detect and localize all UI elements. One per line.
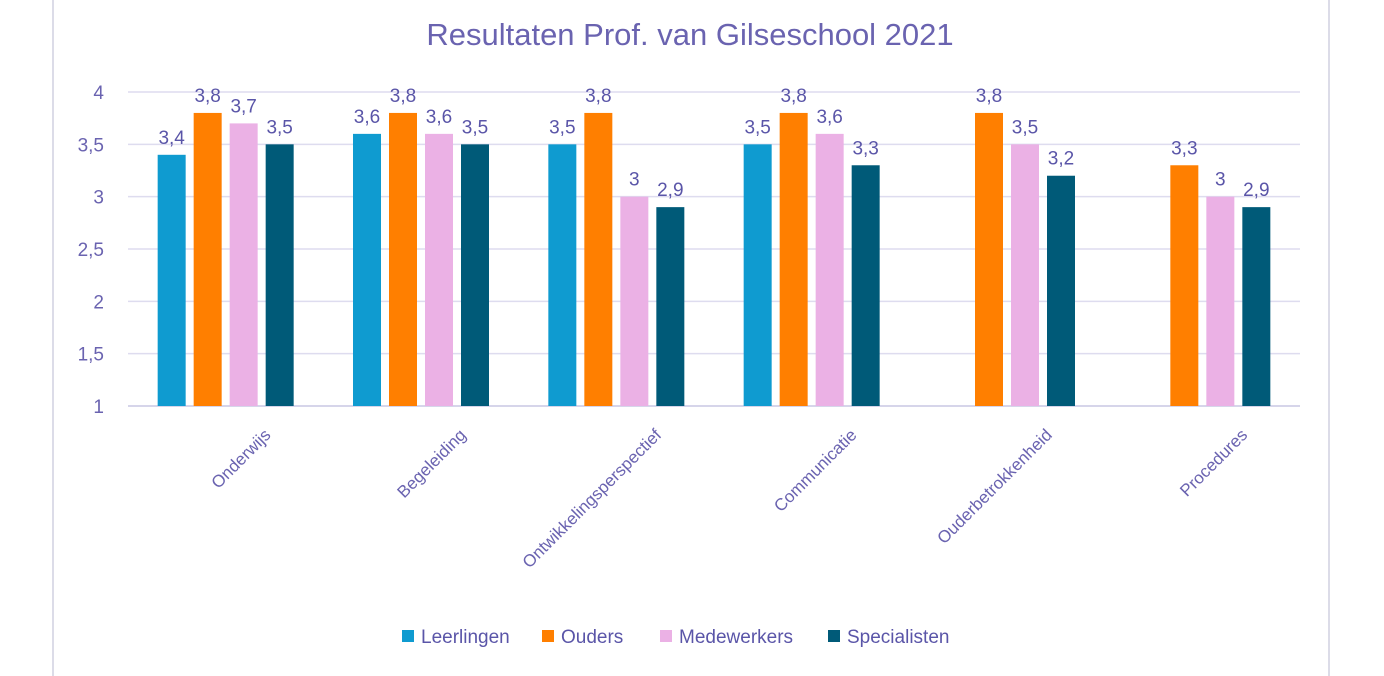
y-tick-label: 3 bbox=[93, 188, 104, 209]
y-tick-label: 4 bbox=[93, 83, 104, 104]
bar-ouders-ontwikkelingsperspectief bbox=[584, 112, 613, 406]
data-label: 3,5 bbox=[266, 117, 292, 138]
data-label: 3,5 bbox=[1012, 117, 1038, 138]
data-label: 3,8 bbox=[585, 86, 611, 107]
x-tick-label: Procedures bbox=[1176, 425, 1251, 500]
data-label: 3,3 bbox=[1171, 138, 1197, 159]
data-label: 3 bbox=[629, 170, 640, 191]
data-labels: 3,4 3,8 3,7 3,5 3,6 3,8 3,6 3,5 3,5 3,8 3 2,9 3,5 3,8… bbox=[158, 86, 1269, 201]
data-label: 3,6 bbox=[426, 107, 452, 128]
x-tick-label: Communicatie bbox=[770, 425, 860, 515]
y-axis: 1 1,5 2 2,5 3 3,5 4 bbox=[78, 83, 105, 418]
bar-specialisten-communicatie bbox=[851, 165, 880, 406]
data-label: 3,8 bbox=[390, 86, 416, 107]
bar-specialisten-onderwijs bbox=[265, 144, 294, 407]
data-label: 3,6 bbox=[354, 107, 380, 128]
y-tick-label: 2 bbox=[93, 292, 104, 313]
gridlines bbox=[128, 91, 1300, 407]
bar-leerlingen-begeleiding bbox=[353, 133, 381, 406]
data-label: 3,5 bbox=[462, 117, 488, 138]
y-tick-label: 1 bbox=[93, 397, 104, 418]
bars bbox=[157, 112, 1271, 407]
legend-label-leerlingen: Leerlingen bbox=[421, 627, 510, 648]
data-label: 3,7 bbox=[230, 96, 256, 117]
bar-specialisten-ouderbetrokkenheid bbox=[1047, 175, 1075, 406]
chart-frame bbox=[52, 0, 1330, 676]
data-label: 2,9 bbox=[1243, 180, 1269, 201]
legend-label-medewerkers: Medewerkers bbox=[679, 627, 793, 648]
legend-swatch-ouders bbox=[542, 630, 554, 642]
bar-specialisten-begeleiding bbox=[461, 144, 489, 407]
bar-leerlingen-ontwikkelingsperspectief bbox=[548, 144, 577, 407]
data-label: 3,5 bbox=[744, 117, 770, 138]
bar-medewerkers-ontwikkelingsperspectief bbox=[620, 196, 649, 406]
bar-ouders-communicatie bbox=[779, 112, 808, 406]
legend-swatch-specialisten bbox=[828, 630, 840, 642]
bar-ouders-onderwijs bbox=[193, 112, 222, 406]
y-tick-label: 1,5 bbox=[78, 345, 104, 366]
bar-medewerkers-ouderbetrokkenheid bbox=[1011, 144, 1039, 407]
bar-medewerkers-procedures bbox=[1206, 196, 1235, 406]
legend-swatch-leerlingen bbox=[402, 630, 414, 642]
data-label: 3,2 bbox=[1048, 149, 1074, 170]
bar-ouders-begeleiding bbox=[389, 112, 417, 406]
x-tick-label: Begeleiding bbox=[394, 425, 470, 501]
data-label: 3,8 bbox=[976, 86, 1002, 107]
data-label: 3,8 bbox=[780, 86, 806, 107]
bar-medewerkers-communicatie bbox=[815, 133, 844, 406]
data-label: 3,3 bbox=[852, 138, 878, 159]
bar-leerlingen-onderwijs bbox=[157, 154, 186, 406]
data-label: 3 bbox=[1215, 170, 1226, 191]
legend: Leerlingen Ouders Medewerkers Specialisten bbox=[402, 627, 949, 648]
bar-specialisten-procedures bbox=[1242, 207, 1271, 406]
data-label: 3,4 bbox=[158, 128, 185, 149]
legend-label-ouders: Ouders bbox=[561, 627, 623, 648]
data-label: 2,9 bbox=[657, 180, 683, 201]
bar-specialisten-ontwikkelingsperspectief bbox=[656, 207, 685, 406]
legend-swatch-medewerkers bbox=[660, 630, 672, 642]
bar-leerlingen-communicatie bbox=[743, 144, 772, 407]
bar-medewerkers-begeleiding bbox=[425, 133, 453, 406]
data-label: 3,6 bbox=[816, 107, 842, 128]
data-label: 3,8 bbox=[194, 86, 220, 107]
y-tick-label: 2,5 bbox=[78, 240, 104, 261]
bar-ouders-procedures bbox=[1170, 165, 1199, 406]
y-tick-label: 3,5 bbox=[78, 135, 104, 156]
chart-title: Resultaten Prof. van Gilseschool 2021 bbox=[426, 17, 953, 52]
x-tick-label: Ouderbetrokkenheid bbox=[933, 425, 1055, 547]
data-label: 3,5 bbox=[549, 117, 575, 138]
legend-label-specialisten: Specialisten bbox=[847, 627, 949, 648]
bar-ouders-ouderbetrokkenheid bbox=[975, 112, 1003, 406]
bar-medewerkers-onderwijs bbox=[229, 123, 258, 407]
x-axis: Onderwijs Begeleiding Ontwikkelingsperspec… bbox=[208, 425, 1252, 572]
x-tick-label: Onderwijs bbox=[208, 425, 275, 492]
x-tick-label: Ontwikkelingsperspectief bbox=[519, 425, 666, 572]
